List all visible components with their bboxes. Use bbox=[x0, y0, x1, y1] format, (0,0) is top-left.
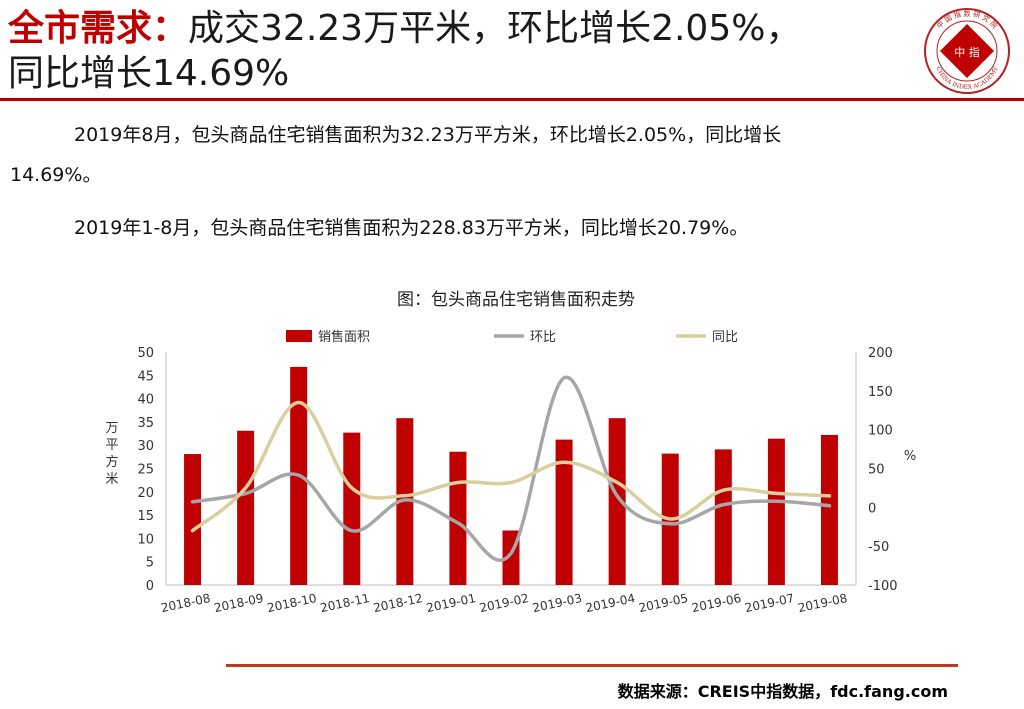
yoy-point-2019-03 bbox=[562, 460, 566, 464]
y-tick-label: 15 bbox=[137, 509, 154, 524]
legend-label-bar: 销售面积 bbox=[318, 329, 370, 345]
y-tick-label: 35 bbox=[137, 416, 154, 431]
mom-point-2018-11 bbox=[350, 529, 354, 533]
yoy-point-2019-01 bbox=[456, 480, 460, 484]
y-tick-label: 40 bbox=[137, 393, 154, 408]
footer-rule bbox=[226, 664, 958, 667]
yoy-point-2019-06 bbox=[721, 488, 725, 492]
paragraph-1-line-2: 14.69%。 bbox=[10, 164, 102, 186]
y2-tick-label: -50 bbox=[868, 540, 889, 555]
y2-axis-label: % bbox=[904, 449, 916, 464]
x-tick-label: 2019-01 bbox=[425, 591, 477, 615]
paragraph-2: 2019年1-8月，包头商品住宅销售面积为228.83万平方米，同比增长20.7… bbox=[74, 217, 749, 239]
y2-tick-label: 200 bbox=[868, 346, 893, 361]
title-line-2: 同比增长14.69% bbox=[8, 53, 290, 94]
y-tick-label: 45 bbox=[137, 369, 154, 384]
y2-tick-label: -100 bbox=[868, 579, 898, 594]
logo-center-text: 中 指 bbox=[954, 45, 980, 59]
title-divider bbox=[0, 98, 1024, 101]
yoy-point-2019-05 bbox=[668, 517, 672, 521]
mom-point-2019-07 bbox=[774, 499, 778, 503]
y-tick-label: 5 bbox=[146, 556, 154, 571]
mom-point-2018-10 bbox=[297, 473, 301, 477]
page-title: 全市需求：成交32.23万平米，环比增长2.05%， 同比增长14.69% bbox=[8, 6, 908, 96]
legend-label-mom: 环比 bbox=[530, 330, 556, 345]
paragraph-1-line-1: 2019年8月，包头商品住宅销售面积为32.23万平方米，环比增长2.05%，同… bbox=[74, 124, 782, 146]
mom-point-2019-01 bbox=[456, 521, 460, 525]
legend-swatch-bar bbox=[286, 330, 312, 342]
title-prefix: 全市需求： bbox=[8, 8, 189, 49]
chart-title: 图：包头商品住宅销售面积走势 bbox=[397, 290, 635, 310]
mom-point-2019-02 bbox=[509, 551, 513, 555]
mom-point-2019-05 bbox=[668, 522, 672, 526]
y2-tick-label: 0 bbox=[868, 501, 876, 516]
yoy-point-2018-09 bbox=[244, 486, 248, 490]
bar-2019-03 bbox=[555, 439, 573, 585]
bar-2019-06 bbox=[714, 449, 732, 585]
x-tick-label: 2018-08 bbox=[160, 591, 212, 615]
yoy-point-2019-04 bbox=[615, 480, 619, 484]
yoy-point-2018-12 bbox=[403, 494, 407, 498]
x-tick-label: 2018-11 bbox=[319, 591, 371, 615]
y-axis-label: 万平方米 bbox=[105, 421, 118, 487]
sales-area-chart: 图：包头商品住宅销售面积走势 销售面积 环比 同比 0 5 10 15 20 25 30 35 40… bbox=[105, 290, 916, 615]
mom-point-2018-09 bbox=[244, 492, 248, 496]
y2-tick-label: 100 bbox=[868, 424, 893, 439]
bar-2018-11 bbox=[343, 432, 361, 585]
yoy-point-2019-02 bbox=[509, 480, 513, 484]
x-tick-label: 2019-04 bbox=[584, 591, 636, 615]
x-tick-label: 2019-03 bbox=[531, 591, 583, 615]
x-tick-label: 2019-02 bbox=[478, 591, 530, 615]
chart-legend: 销售面积 环比 同比 bbox=[286, 329, 738, 345]
y-tick-label: 30 bbox=[137, 439, 154, 454]
title-rest: 成交32.23万平米，环比增长2.05%， bbox=[188, 8, 802, 49]
x-tick-label: 2019-06 bbox=[690, 591, 742, 615]
yoy-point-2018-11 bbox=[350, 486, 354, 490]
mom-line bbox=[190, 375, 832, 562]
bar-2018-09 bbox=[237, 430, 255, 585]
mom-point-2018-08 bbox=[191, 500, 195, 504]
legend-label-yoy: 同比 bbox=[712, 330, 738, 345]
yoy-point-2018-10 bbox=[297, 400, 301, 404]
yoy-point-2019-08 bbox=[827, 494, 831, 498]
y2-tick-label: 150 bbox=[868, 385, 893, 400]
mom-point-2019-04 bbox=[615, 494, 619, 498]
x-tick-label: 2019-07 bbox=[744, 591, 796, 615]
x-tick-label: 2018-09 bbox=[213, 591, 265, 615]
china-index-academy-logo: 中 指 中 国 指 数 研 究 院 CHINA INDEX ACADEMY bbox=[924, 8, 1010, 94]
mom-point-2019-08 bbox=[827, 504, 831, 508]
y2-tick-label: 50 bbox=[868, 463, 885, 478]
yoy-point-2019-07 bbox=[774, 491, 778, 495]
data-source: 数据来源：CREIS中指数据，fdc.fang.com bbox=[617, 682, 948, 701]
y-tick-label: 25 bbox=[137, 463, 154, 478]
bar-2018-08 bbox=[184, 454, 202, 585]
bar-2019-08 bbox=[820, 434, 838, 585]
y-tick-label: 10 bbox=[137, 532, 154, 547]
mom-point-2018-12 bbox=[403, 498, 407, 502]
y-tick-label: 20 bbox=[137, 486, 154, 501]
yoy-line bbox=[190, 400, 832, 533]
y-tick-label: 0 bbox=[146, 579, 154, 594]
y-tick-label: 50 bbox=[137, 346, 154, 361]
title-line-1: 全市需求：成交32.23万平米，环比增长2.05%， bbox=[8, 6, 908, 51]
mom-point-2019-03 bbox=[562, 376, 566, 380]
x-tick-label: 2019-05 bbox=[637, 591, 689, 615]
x-tick-label: 2018-10 bbox=[266, 591, 318, 615]
x-tick-label: 2018-12 bbox=[372, 591, 424, 615]
chart-plot: 0 5 10 15 20 25 30 35 40 45 50 -100 -50 0 50 100 150 200 万… bbox=[105, 346, 916, 615]
bar-2019-01 bbox=[449, 451, 467, 585]
x-tick-label: 2019-08 bbox=[797, 591, 849, 615]
bar-2019-07 bbox=[767, 438, 785, 585]
yoy-point-2018-08 bbox=[191, 529, 195, 533]
mom-point-2019-06 bbox=[721, 503, 725, 507]
bar-2019-04 bbox=[608, 418, 626, 585]
